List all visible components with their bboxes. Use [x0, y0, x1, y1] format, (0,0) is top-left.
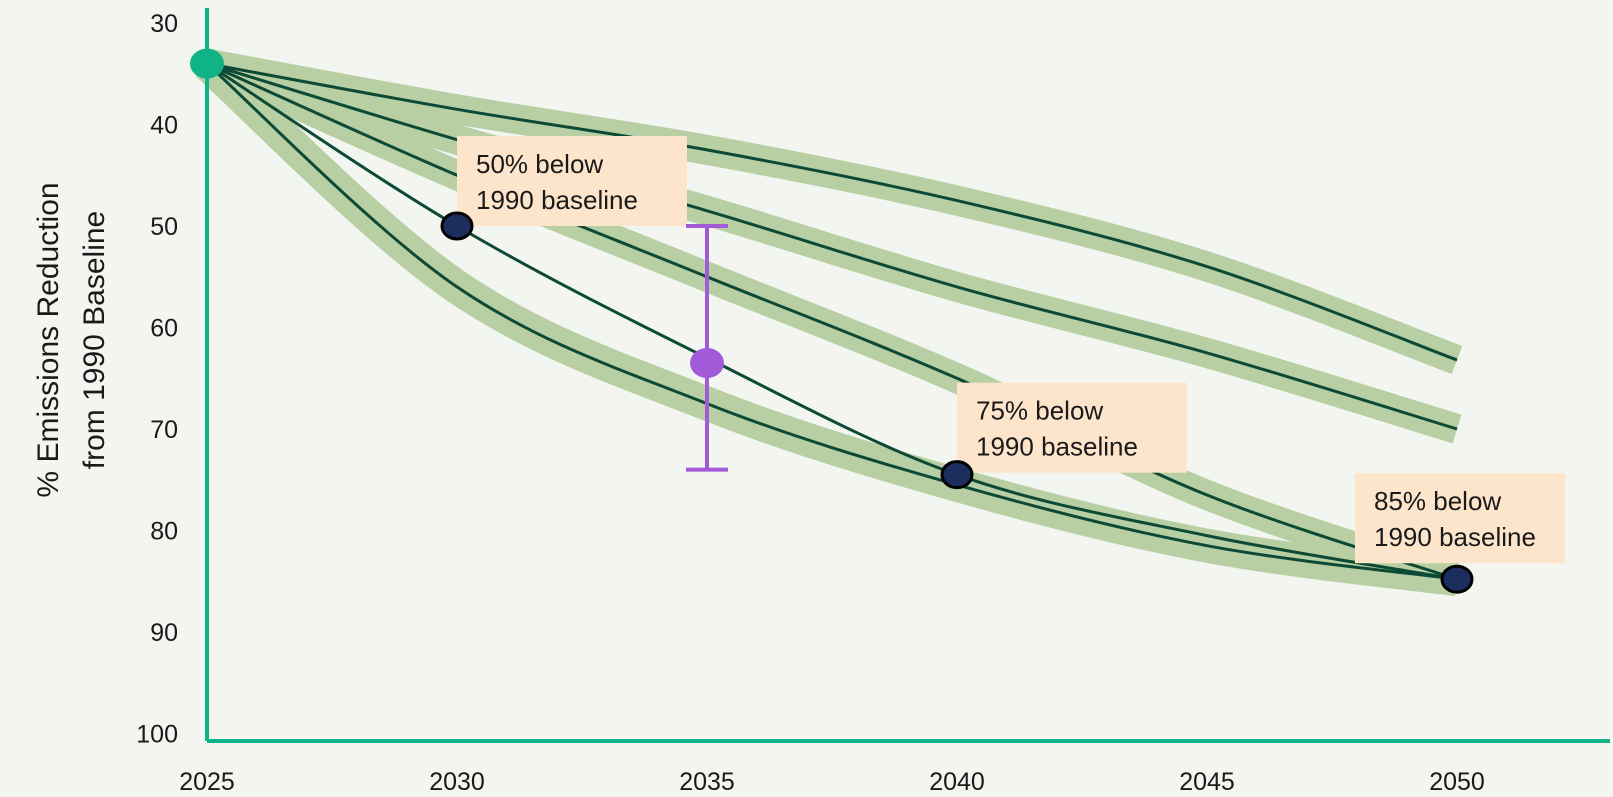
annotation-background — [457, 136, 687, 226]
series-line-1 — [206, 62, 1458, 362]
y-tick-label: 50 — [150, 213, 178, 241]
target-point — [940, 460, 974, 490]
annotation-background — [957, 382, 1187, 473]
target-point — [1440, 564, 1474, 594]
y-axis-title-line: % Emissions Reduction — [32, 182, 65, 497]
start-point — [190, 48, 224, 79]
annotation-label: 85% below — [1374, 486, 1501, 516]
annotation-box: 85% below 1990 baseline — [1355, 473, 1565, 564]
series-line-group — [206, 62, 1458, 581]
x-tick-label: 2035 — [679, 768, 735, 796]
annotation-box: 75% below 1990 baseline — [957, 382, 1187, 473]
annotation-label: 50% below — [476, 149, 603, 179]
annotation-label: 1990 baseline — [476, 185, 638, 215]
series-line-3 — [206, 62, 1458, 581]
y-tick-label: 100 — [136, 721, 178, 749]
y-tick-label: 70 — [150, 416, 178, 444]
y-tick-label: 30 — [150, 10, 178, 38]
y-axis-title: % Emissions Reduction from 1990 Baseline — [32, 182, 111, 497]
error-bar-point — [690, 348, 724, 379]
y-tick-label: 80 — [150, 518, 178, 546]
series-line-2 — [206, 62, 1458, 431]
annotation-background — [1355, 473, 1565, 564]
y-tick-label: 40 — [150, 112, 178, 140]
series-line-5 — [206, 62, 1458, 581]
annotation-box: 50% below 1990 baseline — [457, 136, 687, 226]
series-line-4 — [206, 62, 1458, 581]
x-tick-label: 2030 — [429, 768, 485, 796]
error-bar — [686, 224, 728, 472]
band-group — [195, 48, 1463, 597]
x-tick-label: 2025 — [179, 768, 235, 796]
x-tick-label: 2045 — [1179, 768, 1235, 796]
x-tick-label: 2050 — [1429, 768, 1485, 796]
band-lower-middle — [200, 49, 1462, 594]
annotation-label: 1990 baseline — [1374, 522, 1536, 552]
annotation-label: 75% below — [976, 396, 1103, 426]
y-tick-label: 90 — [150, 619, 178, 647]
target-point — [440, 211, 474, 241]
y-tick-label: 60 — [150, 315, 178, 343]
annotation-label: 1990 baseline — [976, 432, 1138, 462]
y-axis-title-line: from 1990 Baseline — [78, 211, 111, 470]
x-tick-label: 2040 — [929, 768, 985, 796]
